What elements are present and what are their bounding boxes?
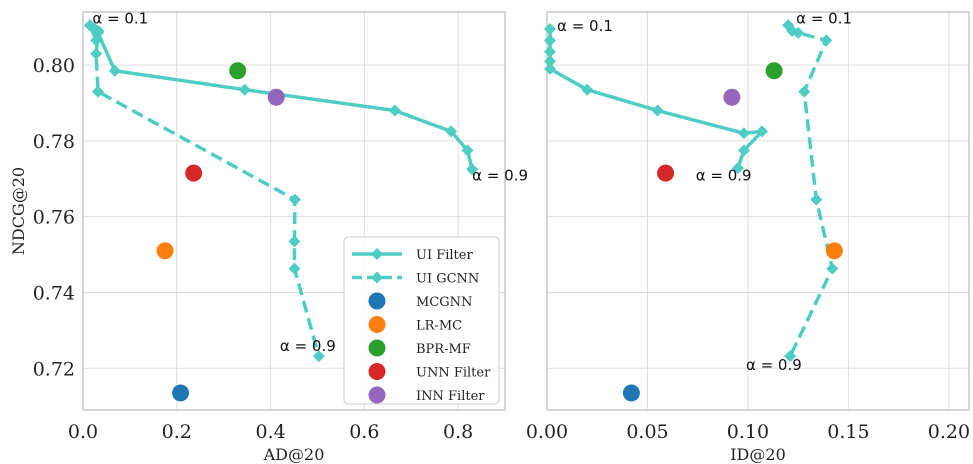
alpha-annotation: α = 0.1 — [796, 9, 852, 27]
series-marker — [544, 23, 557, 36]
series-marker — [784, 350, 797, 363]
plot-frame — [546, 11, 970, 411]
point-unn-filter — [185, 164, 203, 182]
series-marker — [90, 34, 103, 47]
point-lr-mc — [825, 242, 843, 260]
x-tick-label: 0.2 — [162, 421, 192, 443]
point-bpr-mf — [765, 62, 783, 80]
legend-label: INN Filter — [416, 389, 485, 404]
series-marker — [288, 235, 301, 248]
series-marker — [288, 262, 301, 275]
series-marker — [544, 45, 557, 58]
point-lr-mc — [156, 242, 174, 260]
x-tick-label: 0.4 — [255, 421, 285, 443]
y-tick-label: 0.72 — [33, 358, 75, 380]
x-tick-label: 0.6 — [349, 421, 379, 443]
x-tick-label: 0.15 — [827, 421, 869, 443]
series-marker — [461, 144, 474, 157]
series-marker — [312, 350, 325, 363]
alpha-annotation: α = 0.9 — [746, 356, 802, 374]
series-marker — [756, 125, 769, 138]
series-marker — [826, 262, 839, 275]
series-marker — [737, 127, 750, 140]
y-tick-label: 0.78 — [33, 131, 75, 153]
legend-label: UI GCNN — [416, 272, 479, 287]
legend-dot-swatch — [368, 386, 386, 404]
series-marker — [445, 125, 458, 138]
y-tick-label: 0.76 — [33, 207, 75, 229]
series-marker — [238, 83, 251, 96]
legend-label: BPR-MF — [416, 342, 471, 357]
series-marker — [544, 62, 557, 75]
alpha-annotation: α = 0.9 — [472, 167, 528, 185]
legend-label: MCGNN — [416, 295, 472, 310]
left-panel-ad: 0.0 0.2 0.4 0.6 0.8 0.72 0.74 0.76 0.78 0.80 AD@20… — [9, 9, 528, 464]
series-marker — [581, 83, 594, 96]
series-marker — [90, 47, 103, 60]
point-unn-filter — [657, 164, 675, 182]
series-marker — [108, 64, 121, 77]
series-marker — [92, 24, 105, 37]
legend-marker — [371, 248, 383, 260]
x-axis-label: AD@20 — [263, 445, 325, 464]
series-marker — [92, 85, 105, 98]
series-line-ui-gcnn — [88, 24, 321, 357]
alpha-annotation: α = 0.1 — [557, 17, 613, 35]
series-marker — [731, 162, 744, 175]
right-panel-id: 0.00 0.05 0.10 0.15 0.20 ID@20 α = 0.1 α = 0.1 α… — [526, 9, 970, 464]
x-axis-label: ID@20 — [730, 445, 786, 464]
legend-dot-swatch — [368, 339, 386, 357]
point-inn-filter — [723, 88, 741, 106]
x-tick-label: 0.8 — [443, 421, 473, 443]
series-marker — [288, 193, 301, 206]
alpha-annotation: α = 0.9 — [280, 337, 336, 355]
series-marker — [792, 26, 805, 39]
legend-label: UNN Filter — [416, 366, 491, 381]
x-tick-label: 0.20 — [928, 421, 970, 443]
y-axis-label: NDCG@20 — [9, 167, 28, 255]
series-marker — [798, 85, 811, 98]
series-marker — [810, 193, 823, 206]
x-tick-label: 0.0 — [68, 421, 98, 443]
legend-dot-swatch — [368, 292, 386, 310]
y-tick-label: 0.74 — [33, 282, 75, 304]
x-tick-label: 0.00 — [526, 421, 568, 443]
point-mcgnn — [172, 384, 190, 402]
series-marker — [544, 55, 557, 68]
legend-label: LR-MC — [416, 319, 462, 334]
x-tick-label: 0.10 — [727, 421, 769, 443]
legend-dot-swatch — [368, 363, 386, 380]
point-mcgnn — [622, 384, 640, 402]
alpha-annotation: α = 0.1 — [92, 9, 148, 27]
legend: UI Filter UI GCNN MCGNN LR-MC BPR-MF UNN Filt… — [343, 236, 500, 405]
x-tick-label: 0.05 — [626, 421, 668, 443]
point-bpr-mf — [229, 62, 247, 80]
legend-dot-swatch — [368, 316, 386, 333]
plot-frame — [82, 11, 506, 411]
series-marker — [737, 144, 750, 157]
point-inn-filter — [267, 88, 285, 106]
y-tick-label: 0.80 — [33, 55, 75, 77]
series-marker — [388, 104, 401, 117]
series-marker — [466, 163, 479, 176]
alpha-annotation: α = 0.9 — [696, 167, 752, 185]
series-marker — [84, 19, 97, 32]
legend-marker — [371, 271, 383, 284]
series-line-ui-gcnn — [786, 24, 835, 357]
legend-label: UI Filter — [416, 248, 473, 263]
series-marker — [544, 34, 557, 47]
series-marker — [820, 34, 833, 47]
series-marker — [651, 104, 664, 117]
